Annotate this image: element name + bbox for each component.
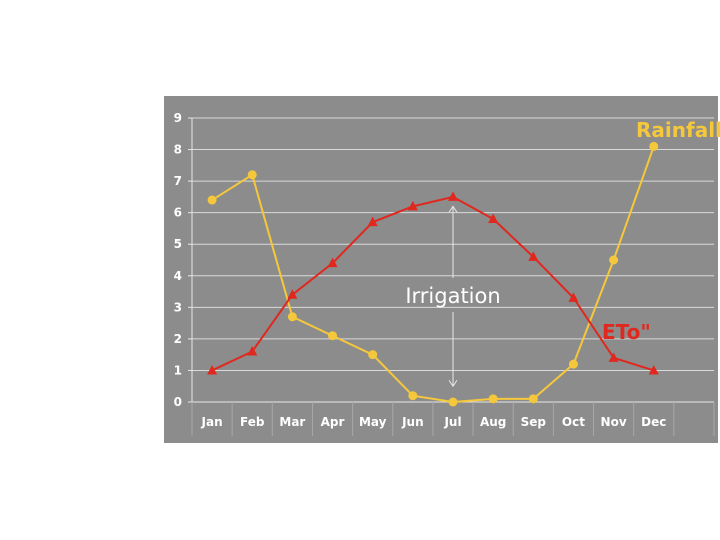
- rainfall-point-oct: [568, 359, 578, 369]
- eto-point-may: [367, 216, 378, 227]
- xtick-label-jul: Jul: [443, 415, 461, 429]
- xtick-label-jan: Jan: [201, 415, 223, 429]
- ytick-label-1: 1: [174, 363, 182, 377]
- chart-panel: [164, 96, 718, 443]
- rainfall-point-jan: [207, 195, 217, 205]
- ytick-label-0: 0: [174, 395, 182, 409]
- ytick-label-3: 3: [174, 300, 182, 314]
- eto-point-oct: [568, 292, 579, 302]
- xtick-label-dec: Dec: [641, 415, 666, 429]
- rainfall-point-apr: [328, 331, 338, 341]
- xtick-label-may: May: [359, 415, 387, 429]
- ytick-label-8: 8: [174, 143, 182, 157]
- xtick-label-oct: Oct: [562, 415, 585, 429]
- rainfall-point-feb: [247, 170, 257, 180]
- rainfall-point-jul: [448, 397, 458, 407]
- rainfall-point-dec: [649, 141, 659, 151]
- rainfall-point-jun: [408, 391, 418, 401]
- irrigation-label: Irrigation: [405, 284, 500, 308]
- eto-point-jun: [407, 200, 418, 211]
- eto-series: [207, 191, 659, 375]
- eto-point-feb: [247, 346, 258, 356]
- eto-point-jul: [448, 191, 458, 201]
- ytick-label-6: 6: [174, 206, 182, 220]
- ytick-label-2: 2: [174, 332, 182, 346]
- rainfall-point-nov: [609, 255, 619, 265]
- rainfall-point-mar: [287, 312, 297, 322]
- arrow-head-up: [448, 205, 458, 213]
- eto-point-nov: [608, 352, 619, 362]
- series: [207, 141, 659, 407]
- eto-point-aug: [488, 213, 499, 223]
- eto-point-apr: [327, 257, 338, 268]
- xtick-label-sep: Sep: [521, 415, 547, 429]
- y-axis-ticks: 0 1 2 3 4 5 6 7 8 9: [174, 111, 182, 409]
- ytick-label-7: 7: [174, 174, 182, 188]
- eto-series-label: ETo": [602, 320, 651, 344]
- xtick-label-apr: Apr: [321, 415, 345, 429]
- rainfall-point-may: [368, 350, 378, 360]
- rainfall-line: [211, 146, 655, 404]
- irrigation-annotation: Irrigation: [405, 205, 501, 388]
- x-axis-ticks: Jan Feb Mar Apr May Jun Jul Aug Sep Oct Nov Dec: [201, 415, 667, 429]
- eto-line: [211, 195, 655, 372]
- ytick-label-5: 5: [174, 237, 182, 251]
- rainfall-point-sep: [528, 394, 538, 404]
- ytick-label-9: 9: [174, 111, 182, 125]
- eto-point-dec: [648, 364, 659, 375]
- rainfall-series-label: Rainfall": [636, 118, 720, 142]
- rainfall-series: [207, 141, 659, 407]
- eto-point-jan: [207, 364, 218, 375]
- eto-point-mar: [287, 289, 298, 299]
- xtick-label-jun: Jun: [401, 415, 424, 429]
- xtick-label-mar: Mar: [279, 415, 305, 429]
- series-labels: Rainfall" ETo": [602, 118, 720, 344]
- arrow-head-down: [448, 379, 458, 388]
- eto-point-sep: [528, 251, 539, 261]
- xtick-label-aug: Aug: [480, 415, 506, 429]
- xtick-label-nov: Nov: [601, 415, 627, 429]
- xtick-label-feb: Feb: [240, 415, 265, 429]
- ytick-label-4: 4: [174, 269, 182, 283]
- rainfall-point-aug: [488, 394, 498, 404]
